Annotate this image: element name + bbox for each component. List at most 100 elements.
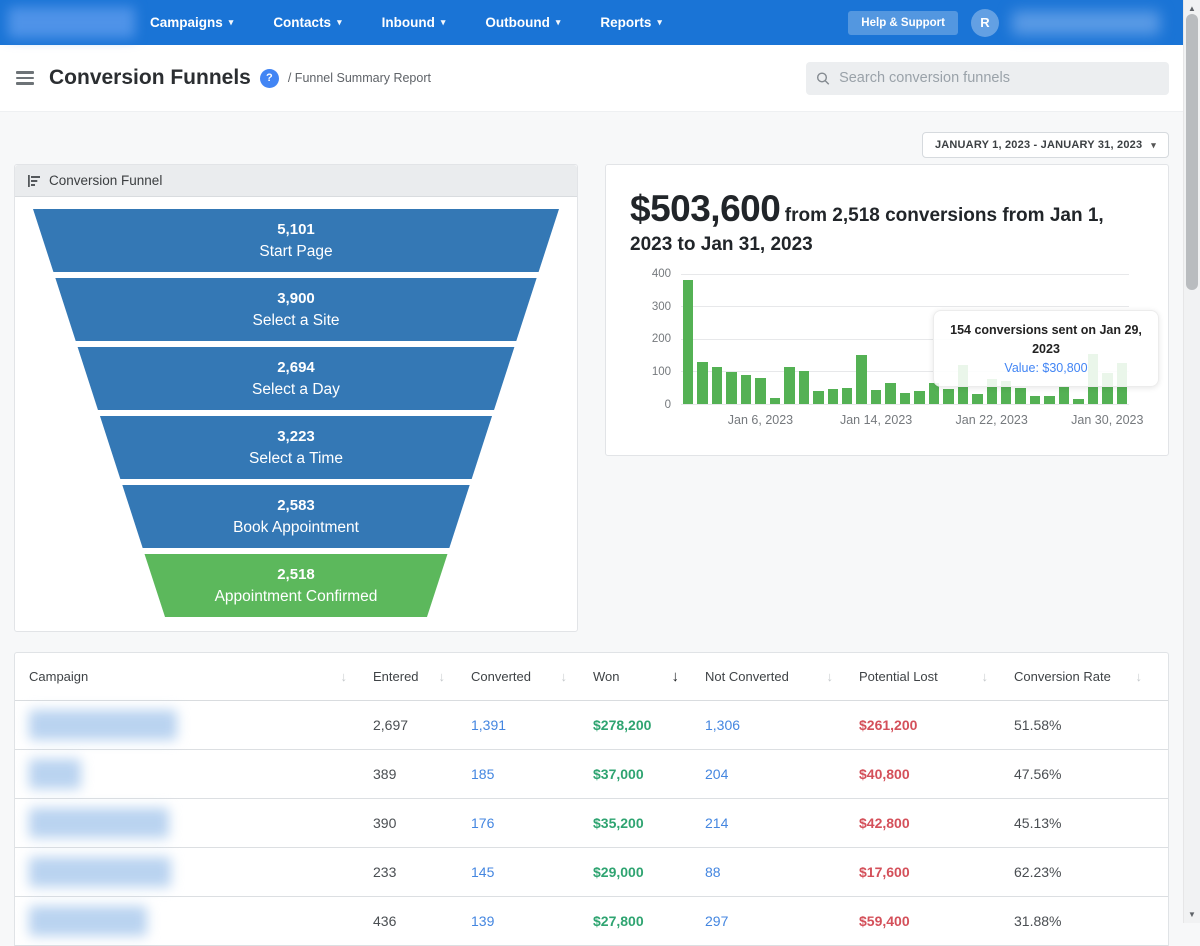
bar-jan-9[interactable]	[798, 371, 810, 404]
funnel-stage-2[interactable]: 3,900 Select a Site	[55, 278, 537, 341]
table-row[interactable]: 2,697 1,391 $278,200 1,306 $261,200 51.58%	[15, 701, 1168, 750]
bar-jan-24[interactable]	[1015, 387, 1026, 404]
bar-jan-7[interactable]	[769, 397, 781, 404]
sort-icon[interactable]: ↓	[981, 669, 989, 684]
campaign-name-redacted	[29, 906, 147, 936]
bar-jan-22[interactable]	[986, 379, 997, 404]
funnel-stage-4[interactable]: 3,223 Select a Time	[99, 416, 493, 479]
nav-item-campaigns[interactable]: Campaigns ▾	[150, 15, 233, 30]
not-converted-link[interactable]: 214	[705, 815, 729, 831]
funnel-stage-value: 2,583	[277, 496, 315, 514]
bar-jan-10[interactable]	[813, 391, 824, 404]
bar-jan-1[interactable]	[683, 280, 694, 404]
bar-jan-18[interactable]	[928, 382, 940, 404]
column-header-campaign[interactable]: Campaign ↓	[29, 669, 373, 684]
hamburger-menu-icon[interactable]	[14, 64, 36, 92]
converted-link[interactable]: 1,391	[471, 717, 507, 733]
bar-jan-30[interactable]	[1102, 372, 1113, 404]
summary-subtitle-text: from 2,518 conversions from Jan 1, 2023 …	[630, 205, 1104, 256]
column-header-entered[interactable]: Entered ↓	[373, 669, 471, 684]
bar-jan-12[interactable]	[841, 387, 853, 404]
table-row[interactable]: 389 185 $37,000 204 $40,800 47.56%	[15, 750, 1168, 799]
sort-icon[interactable]: ↓	[826, 669, 834, 684]
converted-link[interactable]: 176	[471, 815, 495, 831]
search-input[interactable]	[837, 69, 1159, 87]
not-converted-link[interactable]: 88	[705, 864, 721, 880]
bar-jan-6[interactable]	[755, 378, 766, 404]
bar-jan-15[interactable]	[885, 382, 896, 404]
gridline: 400	[652, 268, 1129, 280]
converted-link[interactable]: 139	[471, 913, 495, 929]
bar-jan-11[interactable]	[827, 388, 838, 404]
sort-icon[interactable]: ↓	[671, 668, 680, 685]
search-icon	[816, 71, 830, 85]
bar-jan-19[interactable]	[943, 388, 954, 404]
bar-jan-2[interactable]	[697, 361, 708, 404]
browser-scrollbar[interactable]: ▲ ▼	[1183, 0, 1200, 923]
campaign-name-redacted	[29, 857, 171, 887]
date-range-selector[interactable]: JANUARY 1, 2023 - JANUARY 31, 2023 ▾	[921, 132, 1169, 158]
column-header-potential-lost[interactable]: Potential Lost ↓	[859, 669, 1014, 684]
table-row[interactable]: 390 176 $35,200 214 $42,800 45.13%	[15, 799, 1168, 848]
column-header-converted[interactable]: Converted ↓	[471, 669, 593, 684]
bar-jan-27[interactable]	[1058, 386, 1070, 404]
table-row[interactable]: 233 145 $29,000 88 $17,600 62.23%	[15, 848, 1168, 897]
not-converted-link[interactable]: 1,306	[705, 717, 741, 733]
chevron-down-icon: ▾	[657, 17, 662, 27]
bar-jan-28[interactable]	[1073, 398, 1084, 404]
funnel-stage-label: Select a Day	[252, 380, 340, 398]
funnel-stage-value: 2,694	[277, 358, 315, 376]
bar-jan-13[interactable]	[856, 355, 867, 404]
help-question-icon[interactable]: ?	[259, 68, 279, 88]
funnel-stage-5[interactable]: 2,583 Book Appointment	[122, 485, 470, 548]
column-header-won[interactable]: Won ↓	[593, 668, 705, 685]
y-axis-tick: 300	[651, 300, 671, 313]
funnel-stage-3[interactable]: 2,694 Select a Day	[77, 347, 515, 410]
converted-link[interactable]: 145	[471, 864, 495, 880]
sort-icon[interactable]: ↓	[340, 669, 348, 684]
bar-jan-17[interactable]	[914, 390, 925, 404]
username-redacted[interactable]	[1012, 10, 1160, 35]
won-cell: $35,200	[593, 815, 644, 831]
bar-jan-23[interactable]	[1000, 381, 1012, 404]
bar-jan-25[interactable]	[1029, 395, 1041, 404]
funnel-stage-6[interactable]: 2,518 Appointment Confirmed	[144, 554, 448, 617]
search-box[interactable]	[806, 61, 1169, 95]
conversion-rate-cell: 47.56%	[1014, 766, 1062, 782]
column-label: Converted	[471, 669, 531, 684]
converted-link[interactable]: 185	[471, 766, 495, 782]
sort-icon[interactable]: ↓	[1135, 669, 1143, 684]
bar-jan-5[interactable]	[740, 374, 752, 404]
scroll-down-arrow-icon[interactable]: ▼	[1188, 910, 1196, 919]
scroll-up-arrow-icon[interactable]: ▲	[1188, 4, 1196, 13]
scrollbar-thumb[interactable]	[1186, 14, 1198, 290]
column-header-conversion-rate[interactable]: Conversion Rate ↓	[1014, 669, 1168, 684]
table-row[interactable]: 436 139 $27,800 297 $59,400 31.88%	[15, 897, 1168, 946]
bar-jan-3[interactable]	[711, 367, 723, 404]
not-converted-link[interactable]: 297	[705, 913, 729, 929]
x-axis-labels: Jan 6, 2023 Jan 14, 2023 Jan 22, 2023 Jan 3…	[681, 413, 1144, 431]
bar-jan-16[interactable]	[899, 392, 911, 404]
column-header-not-converted[interactable]: Not Converted ↓	[705, 669, 859, 684]
nav-item-contacts[interactable]: Contacts ▾	[273, 15, 341, 30]
nav-item-outbound[interactable]: Outbound ▾	[485, 15, 560, 30]
summary-amount: $503,600	[630, 188, 781, 229]
bar-jan-26[interactable]	[1044, 395, 1055, 404]
bar-jan-4[interactable]	[726, 371, 737, 404]
not-converted-link[interactable]: 204	[705, 766, 729, 782]
bar-jan-21[interactable]	[972, 394, 983, 404]
nav-item-inbound[interactable]: Inbound ▾	[382, 15, 446, 30]
help-support-button[interactable]: Help & Support	[848, 10, 958, 35]
nav-item-reports[interactable]: Reports ▾	[600, 15, 662, 30]
bar-jan-8[interactable]	[784, 367, 795, 404]
app-logo-redacted[interactable]	[8, 7, 135, 38]
sort-icon[interactable]: ↓	[560, 669, 568, 684]
top-navbar: Campaigns ▾ Contacts ▾ Inbound ▾ Outbound ▾ Repo…	[0, 0, 1200, 45]
bar-jan-14[interactable]	[870, 390, 882, 404]
funnel-stage-1[interactable]: 5,101 Start Page	[33, 209, 559, 272]
avatar[interactable]: R	[971, 8, 999, 37]
sort-icon[interactable]: ↓	[438, 669, 446, 684]
funnel-card-title: Conversion Funnel	[49, 173, 163, 188]
potential-lost-cell: $17,600	[859, 864, 910, 880]
nav-item-label: Contacts	[273, 15, 332, 30]
